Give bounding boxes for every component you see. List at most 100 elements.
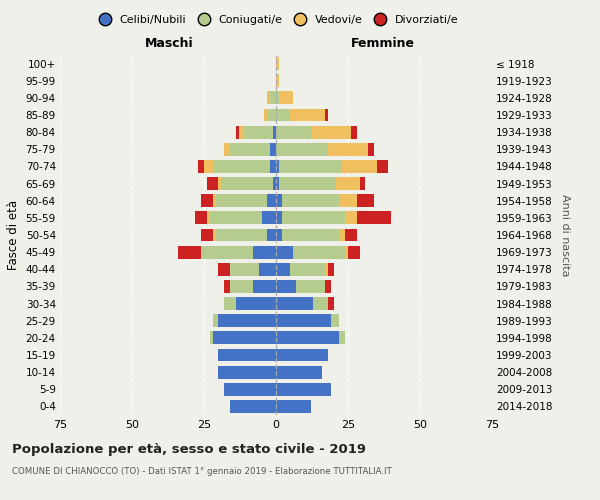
Bar (276, 57, 279, 70)
Bar (340, 228, 345, 241)
Bar (212, 332, 276, 344)
Bar (276, 366, 322, 378)
Bar (196, 212, 207, 224)
Bar (276, 246, 293, 258)
Bar (218, 263, 230, 276)
Bar (328, 297, 334, 310)
Bar (230, 400, 276, 413)
Bar (201, 246, 253, 258)
Bar (276, 348, 328, 362)
Bar (218, 348, 276, 362)
Bar (198, 160, 204, 173)
Bar (337, 177, 359, 190)
Bar (276, 143, 328, 156)
Bar (290, 108, 325, 122)
Bar (345, 212, 356, 224)
Bar (273, 177, 276, 190)
Bar (276, 74, 279, 87)
Bar (276, 400, 311, 413)
Bar (276, 212, 282, 224)
Bar (210, 332, 212, 344)
Text: Maschi: Maschi (145, 37, 194, 50)
Bar (212, 228, 215, 241)
Bar (268, 194, 276, 207)
Bar (276, 228, 282, 241)
Bar (279, 177, 337, 190)
Bar (325, 280, 331, 293)
Bar (224, 297, 236, 310)
Bar (212, 194, 215, 207)
Bar (207, 177, 218, 190)
Bar (276, 280, 296, 293)
Bar (270, 160, 276, 173)
Bar (276, 297, 313, 310)
Bar (215, 194, 268, 207)
Bar (224, 143, 230, 156)
Bar (259, 263, 276, 276)
Bar (218, 314, 276, 327)
Bar (313, 297, 328, 310)
Bar (178, 246, 201, 258)
Bar (253, 280, 276, 293)
Bar (276, 108, 290, 122)
Bar (328, 143, 368, 156)
Bar (236, 297, 276, 310)
Bar (268, 92, 270, 104)
Bar (270, 92, 276, 104)
Bar (368, 143, 374, 156)
Bar (239, 126, 244, 138)
Bar (201, 194, 212, 207)
Bar (279, 92, 293, 104)
Bar (224, 280, 230, 293)
Bar (265, 108, 268, 122)
Bar (244, 126, 273, 138)
Bar (331, 314, 340, 327)
Bar (268, 108, 276, 122)
Bar (276, 194, 282, 207)
Bar (282, 194, 340, 207)
Bar (218, 366, 276, 378)
Bar (276, 177, 279, 190)
Bar (268, 228, 276, 241)
Legend: Celibi/Nubili, Coniugati/e, Vedovi/e, Divorziati/e: Celibi/Nubili, Coniugati/e, Vedovi/e, Di… (89, 10, 463, 29)
Bar (340, 194, 356, 207)
Bar (345, 246, 348, 258)
Bar (351, 126, 356, 138)
Bar (230, 143, 270, 156)
Y-axis label: Anni di nascita: Anni di nascita (560, 194, 569, 276)
Bar (230, 280, 253, 293)
Bar (207, 212, 210, 224)
Bar (356, 212, 391, 224)
Bar (224, 383, 276, 396)
Bar (290, 263, 325, 276)
Text: Popolazione per età, sesso e stato civile - 2019: Popolazione per età, sesso e stato civil… (12, 442, 366, 456)
Text: Femmine: Femmine (350, 37, 415, 50)
Bar (279, 160, 342, 173)
Bar (282, 228, 340, 241)
Bar (276, 92, 279, 104)
Bar (262, 212, 276, 224)
Bar (215, 228, 268, 241)
Bar (325, 108, 328, 122)
Bar (270, 143, 276, 156)
Bar (356, 194, 374, 207)
Bar (340, 332, 345, 344)
Bar (282, 212, 345, 224)
Bar (345, 228, 356, 241)
Bar (212, 314, 218, 327)
Bar (325, 263, 328, 276)
Bar (218, 177, 221, 190)
Bar (276, 332, 340, 344)
Bar (204, 160, 212, 173)
Bar (276, 160, 279, 173)
Bar (236, 126, 239, 138)
Bar (276, 314, 331, 327)
Bar (212, 160, 270, 173)
Bar (296, 280, 325, 293)
Text: COMUNE DI CHIANOCCO (TO) - Dati ISTAT 1° gennaio 2019 - Elaborazione TUTTITALIA.: COMUNE DI CHIANOCCO (TO) - Dati ISTAT 1°… (12, 468, 392, 476)
Bar (210, 212, 262, 224)
Bar (230, 263, 259, 276)
Bar (342, 160, 377, 173)
Bar (348, 246, 359, 258)
Bar (276, 263, 290, 276)
